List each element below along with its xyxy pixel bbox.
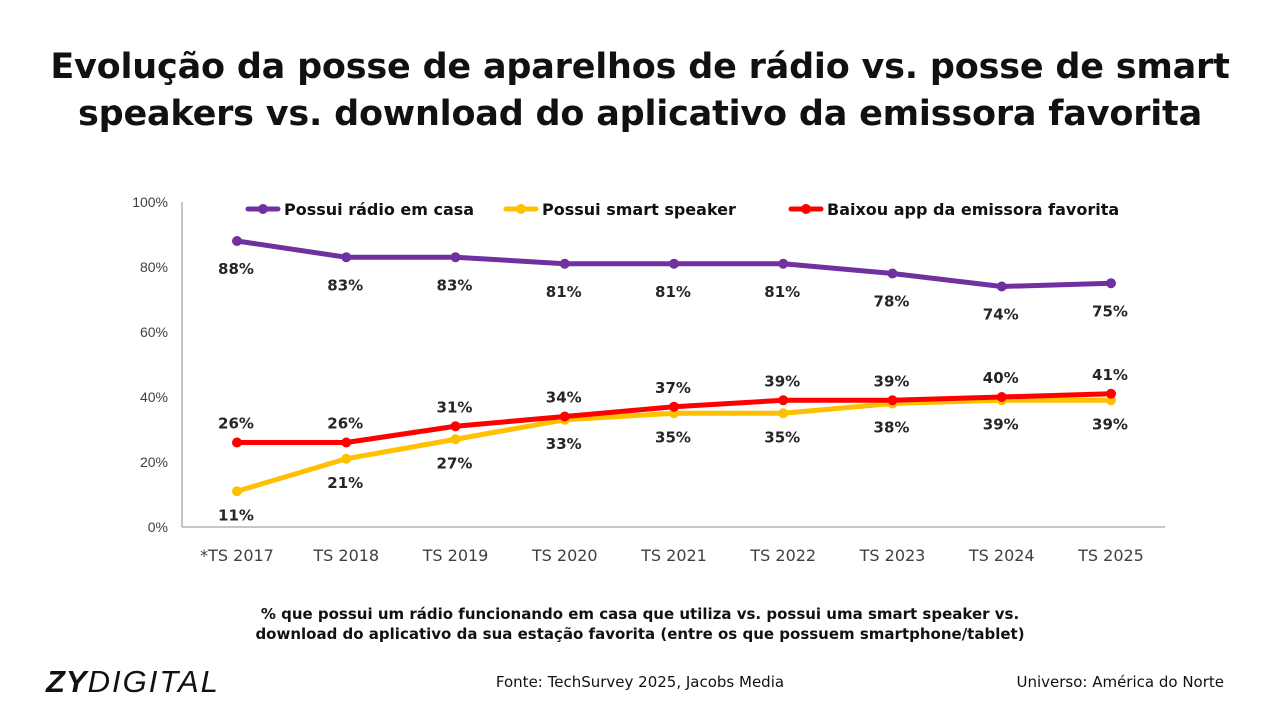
legend-point-marker xyxy=(516,204,526,214)
data-label: 40% xyxy=(983,369,1019,387)
chart-legend: Possui rádio em casa Possui smart speaker… xyxy=(245,200,1119,219)
data-label: 81% xyxy=(546,283,582,301)
data-point xyxy=(232,437,242,448)
data-label: 81% xyxy=(764,283,800,301)
y-tick-label: 100% xyxy=(132,194,168,210)
data-label: 27% xyxy=(437,454,473,472)
data-label: 35% xyxy=(655,428,691,446)
data-label: 33% xyxy=(546,435,582,453)
x-tick-label: TS 2023 xyxy=(859,546,926,565)
chart-data-labels: 88% 83% 83% 81% 81% 81% 78% 74% 75% 11% 21% 27% 33% 3… xyxy=(218,260,1128,524)
chart-title: Evolução da posse de aparelhos de rádio … xyxy=(0,44,1280,138)
data-point xyxy=(778,258,789,269)
data-point xyxy=(341,252,352,263)
legend-point-marker xyxy=(258,204,268,214)
data-point xyxy=(232,236,242,246)
legend-entry-label: Possui smart speaker xyxy=(542,200,736,219)
legend-entry-label: Possui rádio em casa xyxy=(284,200,474,219)
data-label: 39% xyxy=(983,415,1019,433)
data-label: 21% xyxy=(327,474,363,492)
data-point xyxy=(996,281,1007,292)
legend-point-marker xyxy=(801,204,811,214)
x-tick-label: TS 2025 xyxy=(1077,546,1144,565)
data-label: 35% xyxy=(764,428,800,446)
data-label: 74% xyxy=(983,306,1019,324)
data-point xyxy=(778,408,789,419)
data-point xyxy=(232,486,242,497)
x-tick-label: TS 2021 xyxy=(640,546,707,565)
source-note: Fonte: TechSurvey 2025, Jacobs Media xyxy=(495,673,785,691)
x-tick-label: TS 2022 xyxy=(749,546,816,565)
data-label: 78% xyxy=(874,293,910,311)
chart-axes: 0% 20% 40% 60% 80% 100% *TS 2017 TS 2018 TS 2019… xyxy=(132,194,1165,565)
x-tick-label: TS 2024 xyxy=(968,546,1035,565)
data-label: 81% xyxy=(655,283,691,301)
data-label: 88% xyxy=(218,260,254,278)
data-label: 83% xyxy=(437,276,473,294)
data-point xyxy=(559,411,570,422)
data-label: 11% xyxy=(218,506,254,524)
logo-light-text: DIGITAL xyxy=(87,664,220,699)
data-point xyxy=(450,252,461,263)
data-point xyxy=(1106,388,1116,399)
data-label: 83% xyxy=(327,276,363,294)
data-label: 39% xyxy=(874,372,910,390)
data-label: 34% xyxy=(546,389,582,407)
data-point xyxy=(996,392,1007,402)
x-tick-label: TS 2019 xyxy=(422,546,489,565)
data-label: 39% xyxy=(764,372,800,390)
legend-entry-label: Baixou app da emissora favorita xyxy=(827,200,1119,219)
data-point xyxy=(341,453,352,464)
data-label: 39% xyxy=(1092,415,1128,433)
data-point xyxy=(669,258,679,269)
y-tick-label: 40% xyxy=(140,389,168,405)
data-point xyxy=(669,401,679,412)
zy-digital-logo: ZYDIGITAL xyxy=(46,664,220,700)
data-label: 26% xyxy=(218,415,254,433)
data-point xyxy=(559,258,570,269)
universe-note: Universo: América do Norte xyxy=(1016,673,1224,691)
chart-title-line-2: speakers vs. download do aplicativo da e… xyxy=(77,94,1202,134)
caption-line-2: download do aplicativo da sua estação fa… xyxy=(255,625,1025,643)
data-point xyxy=(778,395,789,406)
data-label: 37% xyxy=(655,379,691,397)
data-point xyxy=(887,395,898,406)
data-label: 75% xyxy=(1092,302,1128,320)
y-tick-label: 20% xyxy=(140,454,168,470)
data-point xyxy=(887,268,898,279)
y-tick-label: 60% xyxy=(140,324,168,340)
x-tick-label: *TS 2017 xyxy=(200,546,274,565)
y-tick-label: 0% xyxy=(148,519,168,535)
data-label: 31% xyxy=(437,398,473,416)
caption-line-1: % que possui um rádio funcionando em cas… xyxy=(260,605,1020,623)
data-label: 41% xyxy=(1092,366,1128,384)
data-point xyxy=(341,437,352,448)
y-tick-label: 80% xyxy=(140,259,168,275)
logo-bold-text: ZY xyxy=(46,664,88,699)
chart-title-line-1: Evolução da posse de aparelhos de rádio … xyxy=(50,47,1230,87)
chart-series-lines xyxy=(232,236,1116,497)
data-label: 38% xyxy=(874,419,910,437)
data-point xyxy=(450,421,461,432)
data-point xyxy=(1106,278,1116,289)
chart-caption: % que possui um rádio funcionando em cas… xyxy=(0,604,1280,644)
data-label: 26% xyxy=(327,415,363,433)
x-tick-label: TS 2018 xyxy=(312,546,379,565)
x-tick-label: TS 2020 xyxy=(531,546,598,565)
data-point xyxy=(450,434,461,445)
